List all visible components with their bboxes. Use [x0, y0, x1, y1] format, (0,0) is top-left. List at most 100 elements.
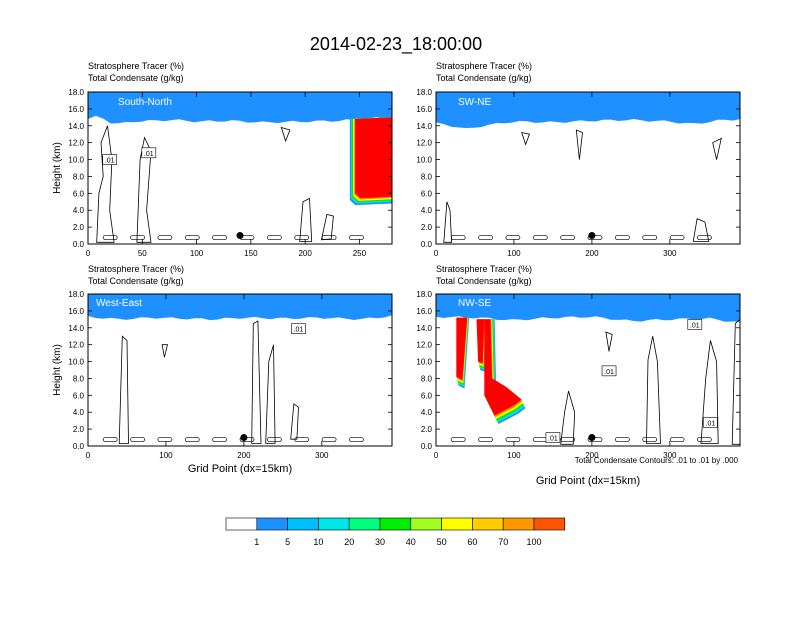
fold-red: [476, 319, 485, 364]
condensate-contour: [712, 137, 722, 160]
panel-label: South-North: [118, 97, 172, 108]
panel-left-title-2: Total Condensate (g/kg): [436, 73, 532, 83]
y-tick-label: 16.0: [68, 307, 84, 316]
panel-plot: [436, 92, 740, 244]
condensate-contour: [265, 344, 276, 444]
condensate-contour: [605, 331, 613, 352]
low-cloud-contour: [102, 437, 118, 442]
contour-label-box: [291, 323, 306, 334]
colorbar-swatch: [225, 517, 258, 531]
figure-title: 2014-02-23_18:00:00: [310, 34, 482, 55]
y-tick-label: 14.0: [416, 324, 432, 333]
location-marker: [588, 434, 596, 442]
plot-frame: [435, 293, 741, 447]
colorbar-label: 10: [313, 537, 323, 547]
x-tick-label: 0: [86, 451, 91, 460]
colorbar-swatch: [472, 517, 504, 531]
axes: 0.0 2.0 4.0 6.0 8.0 10.0 12.0 14.0 16.0 18.0 0 100 2…: [416, 290, 740, 460]
low-cloud-contour: [212, 235, 227, 240]
panel-west-east: Stratosphere Tracer (%) Total Condensate…: [52, 264, 393, 475]
low-cloud-contour: [697, 235, 712, 240]
y-tick-label: 18.0: [68, 88, 84, 97]
low-cloud-contour: [560, 235, 575, 240]
x-tick-label: 0: [434, 451, 439, 460]
contour-label-box: [141, 147, 157, 159]
low-cloud-contour: [478, 437, 493, 442]
colorbar-label: 70: [498, 537, 508, 547]
y-tick-label: 2.0: [421, 425, 433, 434]
y-tick-label: 6.0: [73, 391, 85, 400]
x-tick-label: 100: [159, 451, 173, 460]
condensate-contour: [118, 335, 129, 444]
panel-nw-se: Stratosphere Tracer (%) Total Condensate…: [416, 264, 741, 487]
y-tick-label: 10.0: [68, 156, 84, 165]
y-tick-label: 12.0: [416, 341, 432, 350]
low-cloud-contour: [697, 437, 712, 442]
fold-red: [484, 319, 522, 416]
y-tick-label: 12.0: [68, 341, 84, 350]
y-tick-label: 2.0: [73, 425, 85, 434]
plot-frame: [87, 293, 393, 447]
y-tick-label: 14.0: [416, 122, 432, 131]
contour-footnote: Total Condensate Contours: .01 to .01 by…: [575, 456, 739, 465]
x-tick-label: 50: [138, 249, 147, 258]
low-cloud-contour: [130, 235, 145, 240]
colorbar-swatch: [379, 517, 412, 531]
y-tick-label: 2.0: [421, 223, 433, 232]
panel-south-north: Stratosphere Tracer (%) Total Condensate…: [52, 61, 393, 258]
panel-left-title-1: Stratosphere Tracer (%): [88, 61, 184, 71]
low-cloud-contour: [349, 437, 364, 442]
low-cloud-contour: [267, 235, 282, 240]
y-tick-label: 10.0: [416, 156, 432, 165]
y-tick-label: 16.0: [416, 307, 432, 316]
x-tick-label: 250: [353, 249, 367, 258]
y-tick-label: 4.0: [421, 206, 433, 215]
condensate-contour: [700, 340, 719, 444]
colorbar-label: 5: [285, 537, 290, 547]
colorbar: 1 5 10 20 30 40 50 60 70 100: [225, 517, 566, 547]
y-axis-label: Height (km): [52, 344, 63, 396]
y-axis-label: Height (km): [52, 142, 63, 194]
panel-label: West-East: [96, 298, 142, 309]
colorbar-label: 100: [526, 537, 541, 547]
low-cloud-contour: [130, 437, 145, 442]
y-tick-label: 0.0: [421, 442, 433, 451]
colorbar-swatch: [533, 517, 566, 531]
low-cloud-contour: [321, 235, 337, 240]
tracer-band-blue: [436, 294, 740, 322]
condensate-contour: [320, 213, 334, 241]
y-tick-label: 4.0: [73, 408, 85, 417]
contour-label: .01: [690, 322, 700, 329]
x-axis-label: Grid Point (dx=15km): [188, 463, 292, 475]
colorbar-label: 30: [375, 537, 385, 547]
y-tick-label: 12.0: [416, 139, 432, 148]
contour-label: .01: [548, 436, 558, 443]
condensate-contour: [521, 131, 531, 146]
x-tick-label: 100: [507, 451, 521, 460]
low-cloud-contour: [532, 235, 548, 240]
plot-frame: [87, 91, 393, 245]
contour-label-box: [703, 417, 718, 428]
x-axis-label: Grid Point (dx=15km): [536, 475, 640, 487]
fold-red: [456, 317, 468, 381]
condensate-contour: [280, 126, 291, 143]
tracer-band-blue: [88, 92, 392, 124]
condensate-contour: [646, 336, 661, 444]
contour-label-box: [601, 365, 617, 377]
low-cloud-contour: [478, 235, 493, 240]
condensate-contour: [575, 129, 583, 160]
y-tick-label: 10.0: [416, 358, 432, 367]
low-cloud-contour: [321, 437, 337, 442]
low-cloud-contour: [505, 235, 521, 240]
x-tick-label: 0: [86, 249, 91, 258]
y-tick-label: 14.0: [68, 324, 84, 333]
colorbar-label: 40: [406, 537, 416, 547]
low-cloud-contour: [642, 437, 658, 442]
low-cloud-contour: [157, 235, 173, 240]
axes: 0.0 2.0 4.0 6.0 8.0 10.0 12.0 14.0 16.0 18.0 0 100 2…: [416, 88, 740, 258]
y-tick-label: 0.0: [73, 240, 85, 249]
y-tick-label: 8.0: [73, 374, 85, 383]
condensate-contour: [560, 390, 576, 445]
y-tick-label: 6.0: [73, 189, 85, 198]
